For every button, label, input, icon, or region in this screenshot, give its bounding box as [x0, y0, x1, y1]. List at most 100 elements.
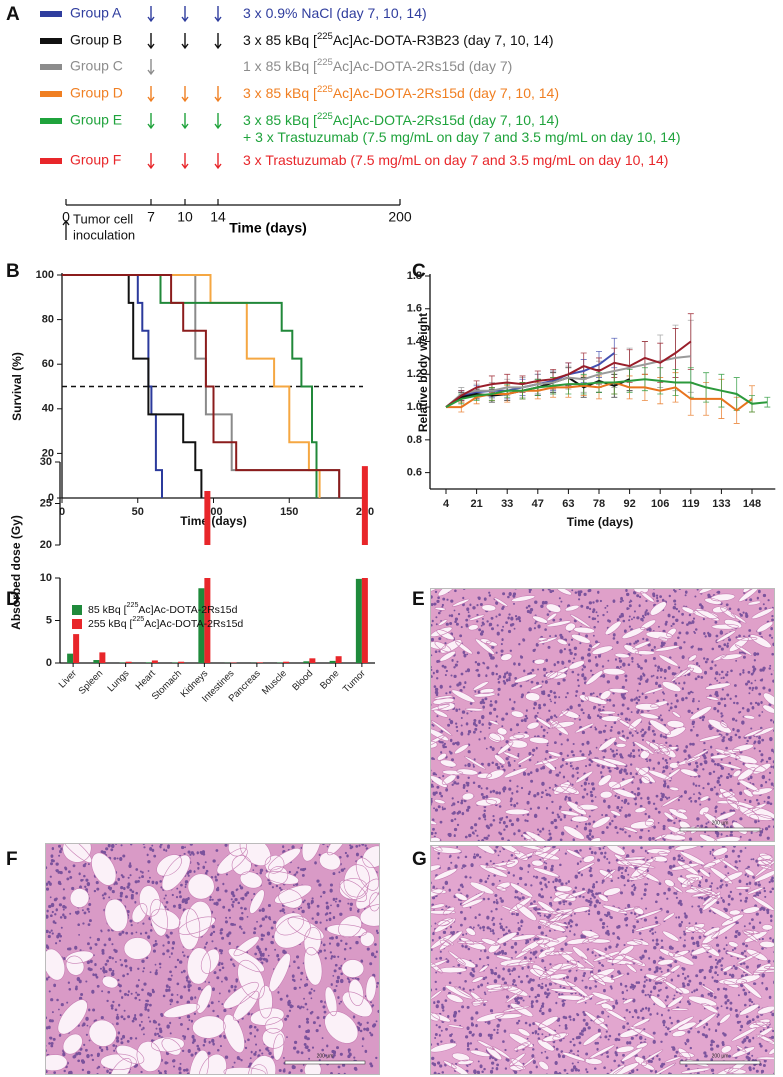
x-tick-label: 119 — [682, 498, 700, 510]
inoculation-arrow — [62, 219, 70, 240]
x-axis-title: Time (days) — [180, 514, 246, 528]
tick-label: 200 — [388, 209, 412, 225]
bar — [329, 660, 336, 663]
weight-line — [445, 340, 692, 408]
scale-label: 200 µm — [712, 820, 729, 826]
dose-arrow — [181, 6, 189, 23]
dose-arrow — [147, 6, 155, 23]
bar — [303, 661, 310, 663]
image-border — [430, 588, 775, 842]
weight-line — [445, 352, 615, 408]
dose-arrow — [147, 86, 155, 103]
y-tick-label: 0 — [48, 492, 54, 504]
annotation: Tumor cell — [73, 211, 133, 226]
bar — [93, 660, 100, 663]
bar — [151, 660, 158, 663]
tick-label: 10 — [177, 209, 193, 225]
y-tick-label: 30 — [40, 456, 52, 468]
group-name: Group C — [70, 58, 123, 74]
tubule-lumens — [45, 843, 380, 1075]
legend-swatch — [40, 91, 62, 97]
survival-curve — [62, 274, 341, 498]
y-tick-label: 1.4 — [407, 335, 423, 347]
y-tick-label: 0.6 — [407, 467, 422, 479]
image-border — [45, 843, 380, 1075]
panel-label: A — [6, 4, 20, 25]
bar — [73, 634, 80, 663]
x-tick-label: 0 — [59, 506, 65, 518]
y-tick-label: 0.8 — [407, 434, 422, 446]
panel-label: B — [6, 261, 20, 282]
dose-arrow — [147, 153, 155, 170]
x-tick-label: 21 — [470, 498, 482, 510]
group-name: Group E — [70, 112, 122, 128]
x-tick-label: 148 — [743, 498, 761, 510]
panel-label: D — [6, 589, 20, 610]
legend-swatch — [40, 64, 62, 70]
bar — [178, 661, 185, 663]
legend-swatch — [40, 38, 62, 44]
dose-arrow — [214, 6, 222, 23]
bar — [256, 662, 263, 663]
dose-arrow — [147, 33, 155, 50]
weight-line — [446, 381, 753, 412]
dose-arrow — [214, 113, 222, 130]
bar — [355, 578, 362, 663]
legend-swatch — [40, 11, 62, 17]
y-tick-label: 40 — [42, 403, 54, 415]
scale-label: 200 µm — [317, 1053, 334, 1059]
tubule-lumens — [430, 588, 775, 842]
x-axis-title: Time (days) — [567, 515, 633, 529]
legend-swatch — [72, 619, 82, 629]
legend-swatch — [40, 118, 62, 124]
x-tick-label: 33 — [501, 498, 513, 510]
treatment: 1 x 85 kBq [225Ac]Ac-DOTA-2Rs15d (day 7) — [243, 57, 512, 74]
tissue-nuclei — [430, 588, 775, 842]
x-tick-label: 50 — [132, 506, 144, 518]
dose-arrow — [181, 153, 189, 170]
panel-label: G — [412, 849, 427, 870]
tick-label: 7 — [147, 209, 155, 225]
y-axis-title: Survival (%) — [10, 352, 24, 421]
y-tick-label: 1.0 — [407, 401, 422, 413]
dose-arrow — [214, 33, 222, 50]
bar — [204, 491, 211, 663]
y-axis-title: Relative body weight — [416, 313, 430, 432]
tick-label: 0 — [62, 209, 70, 225]
x-tick-label: Muscle — [260, 668, 289, 697]
bar — [67, 653, 74, 663]
treatment: + 3 x Trastuzumab (7.5 mg/mL on day 7 an… — [243, 129, 680, 145]
treatment: 3 x Trastuzumab (7.5 mg/mL on day 7 and … — [243, 152, 668, 168]
axis-title: Time (days) — [229, 220, 307, 236]
x-tick-label: Tumor — [341, 668, 368, 695]
panel-label: F — [6, 849, 18, 870]
legend-swatch — [72, 605, 82, 615]
y-tick-label: 80 — [42, 314, 54, 326]
bar — [361, 466, 368, 663]
dose-arrow — [147, 113, 155, 130]
dose-arrow — [181, 113, 189, 130]
weight-line — [445, 355, 691, 408]
bar — [125, 661, 132, 663]
histology-image — [430, 845, 775, 1075]
panel-label: E — [412, 589, 425, 610]
tubule-lumens — [430, 845, 775, 1075]
weight-line — [445, 378, 768, 408]
group-name: Group A — [70, 5, 122, 21]
y-axis-title: Absorbed dose (Gy) — [9, 515, 23, 630]
x-tick-label: Liver — [57, 668, 79, 690]
panel-label: C — [412, 261, 426, 282]
scale-bar — [284, 1060, 366, 1065]
x-tick-label: 63 — [562, 498, 574, 510]
group-name: Group F — [70, 152, 121, 168]
y-tick-label: 25 — [40, 497, 52, 509]
legend-label: 255 kBq [225Ac]Ac-DOTA-2Rs15d — [88, 615, 243, 630]
bar — [283, 661, 290, 663]
histology-image — [430, 588, 775, 842]
survival-curve — [62, 274, 203, 498]
dose-arrow — [181, 33, 189, 50]
y-tick-label: 60 — [42, 358, 54, 370]
treatment: 3 x 85 kBq [225Ac]Ac-DOTA-R3B23 (day 7, … — [243, 31, 554, 48]
